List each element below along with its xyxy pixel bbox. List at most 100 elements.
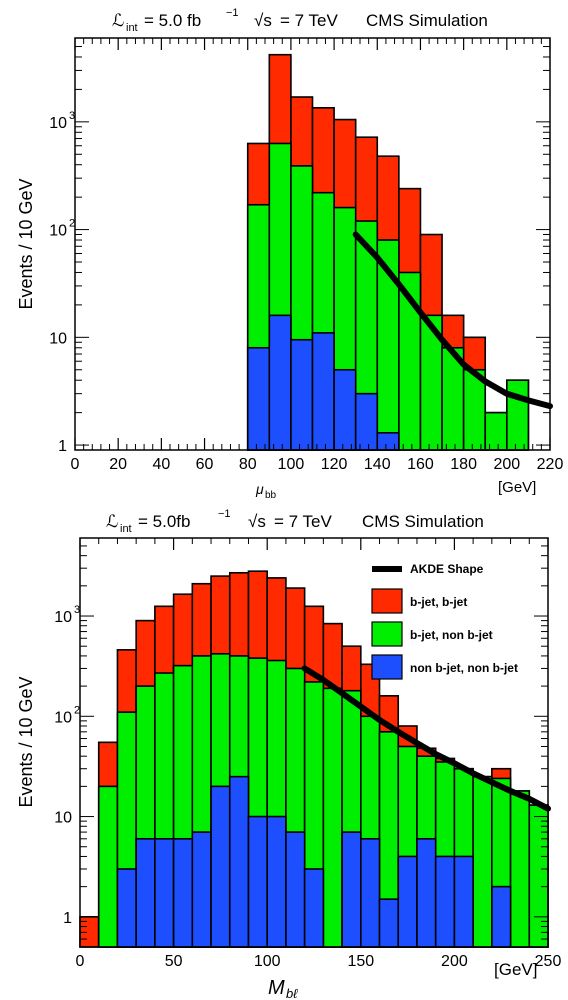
panel1-x-tick-label: 120 [321, 456, 348, 473]
panel1-frame [74, 37, 551, 451]
panel2-bar-nbnb-19 [434, 855, 456, 948]
panel2-cms-label: CMS Simulation [362, 512, 484, 531]
panel2-y-tick-exponent: 2 [74, 704, 80, 716]
panel1-cms-label: CMS Simulation [366, 11, 488, 30]
panel1-x-tick-label: 200 [493, 456, 520, 473]
panel1-y-tick-exponent: 2 [69, 218, 75, 230]
panel1-x-tick-label: 60 [196, 456, 214, 473]
panel2-x-tick-label: 0 [76, 953, 85, 970]
panel2-bar-nbnb-6 [191, 831, 212, 948]
panel2-bar-bnb-23 [509, 790, 531, 948]
legend-swatch-nbnb [371, 654, 403, 680]
panel2-lumi-sub: int [120, 523, 132, 535]
panel2-bar-nbnb-12 [303, 868, 325, 948]
panel2-legend: AKDE Shape b-jet, b-jet b-jet, non b-jet no… [371, 562, 518, 680]
panel2-bar-bnb-13 [322, 687, 343, 948]
legend-swatch-bnb [371, 621, 403, 647]
panel2-bar-nbnb-2 [116, 868, 137, 948]
panel1-energy: = 7 TeV [280, 11, 338, 30]
panel1-x-tick-label: 80 [239, 456, 257, 473]
panel1-y-tick-label: 10 [49, 115, 67, 132]
panel2-y-tick-label: 10 [54, 810, 72, 827]
panel1-y-axis-label: Events / 10 GeV [16, 178, 36, 309]
panel2-header: ℒ int = 5.0fb −1 √s = 7 TeV CMS Simulati… [106, 508, 484, 535]
panel2-x-axis-label-sub: bℓ [286, 986, 298, 1000]
panel2-bar-nbnb-16 [378, 898, 400, 948]
panel2-y-tick-exponent: 3 [74, 604, 80, 616]
panel2-bar-nbnb-9 [247, 815, 268, 948]
panel1-bar-bnb-11 [484, 411, 508, 451]
panel1-bar-nbnb-5 [354, 392, 379, 451]
panel1-x-axis-label-sub: bb [265, 490, 277, 501]
panel1-x-tick-label: 20 [109, 456, 127, 473]
panel2-lumi-symbol: ℒ [106, 512, 118, 531]
legend-label-bb: b-jet, b-jet [410, 595, 467, 609]
panel2-bar-nbnb-3 [135, 837, 156, 948]
panel1-series-nbnb [246, 314, 400, 451]
panel2-bar-nbnb-11 [285, 831, 306, 948]
panel1-lumi-sub: int [126, 22, 138, 34]
panel2-bar-nbnb-20 [453, 855, 474, 948]
panel2-bar-nbnb-7 [210, 785, 231, 948]
panel2-bar-bnb-21 [472, 775, 493, 948]
panel2-bar-nbnb-14 [341, 831, 362, 948]
panel1-bar-nbnb-2 [290, 338, 314, 451]
panel1-x-tick-label: 160 [407, 456, 434, 473]
panel1-x-tick-label: 140 [364, 456, 391, 473]
panel1-x-tick-label: 40 [152, 456, 170, 473]
legend-label-bnb: b-jet, non b-jet [410, 628, 493, 642]
panel2-bar-nbnb-10 [266, 815, 287, 948]
legend-label-nbnb: non b-jet, non b-jet [410, 661, 518, 675]
panel1-akde-curve [352, 231, 553, 410]
panel1-x-unit: [GeV] [498, 479, 536, 496]
panel2-bar-nbnb-18 [416, 837, 437, 948]
legend-label-curve: AKDE Shape [410, 562, 484, 576]
panel2-lumi-exp: −1 [218, 508, 231, 520]
panel2-x-tick-label: 150 [347, 953, 374, 970]
panel1-y-tick-label: 10 [49, 223, 67, 240]
panel1-bar-nbnb-6 [376, 431, 400, 451]
panel2-y-tick-label: 10 [54, 709, 72, 726]
panel1-bar-nbnb-1 [268, 314, 292, 451]
panel2-akde-curve [301, 665, 551, 812]
panel1-lumi-symbol: ℒ [112, 11, 124, 30]
legend-swatch-bb [371, 588, 403, 614]
panel2-energy: = 7 TeV [274, 512, 332, 531]
panel2-y-tick-label: 10 [54, 609, 72, 626]
panel1-bar-nbnb-3 [311, 332, 335, 451]
panel2-x-tick-label: 250 [535, 953, 562, 970]
panel2-x-tick-label: 100 [254, 953, 281, 970]
panel2-bar-nbnb-5 [172, 837, 194, 948]
panel1-sqrt-s: √s [254, 11, 272, 30]
panel2-bar-nbnb-17 [397, 855, 418, 948]
panel2-y-tick-label: 1 [63, 910, 72, 927]
panel2-x-unit: [GeV] [494, 960, 537, 979]
panel1-histograms [246, 53, 530, 451]
panel2-bar-nbnb-4 [154, 837, 175, 948]
panel2-lumi-eq: = 5.0fb [138, 512, 190, 531]
panel1-x-axis-label: μ [255, 481, 264, 497]
panel2-bar-bnb-1 [97, 785, 119, 948]
panel1-bar-nbnb-0 [246, 346, 271, 451]
panel1-bar-bnb-12 [506, 379, 530, 451]
panel1-bar-nbnb-4 [333, 368, 357, 451]
panel1-x-tick-label: 220 [537, 456, 564, 473]
panel1-x-tick-label: 100 [278, 456, 305, 473]
panel1-header: ℒ int = 5.0 fb −1 √s = 7 TeV CMS Simulat… [112, 7, 488, 34]
panel2-sqrt-s: √s [248, 512, 266, 531]
panel2-frame [79, 537, 549, 948]
panel2-x-axis-label: M [268, 977, 285, 999]
panel1-y-tick-exponent: 3 [69, 110, 75, 122]
panel2-x-tick-label: 50 [165, 953, 183, 970]
panel2-bar-nbnb-22 [491, 885, 512, 948]
panel2-x-tick-label: 200 [441, 953, 468, 970]
panel1-lumi-eq: = 5.0 fb [144, 11, 201, 30]
panel1-x-tick-label: 0 [71, 456, 80, 473]
panel2-bar-nbnb-8 [228, 775, 250, 948]
panel1-y-tick-label: 10 [49, 330, 67, 347]
panel2-y-axis-label: Events / 10 GeV [16, 676, 36, 807]
legend-swatch-curve [372, 566, 402, 572]
